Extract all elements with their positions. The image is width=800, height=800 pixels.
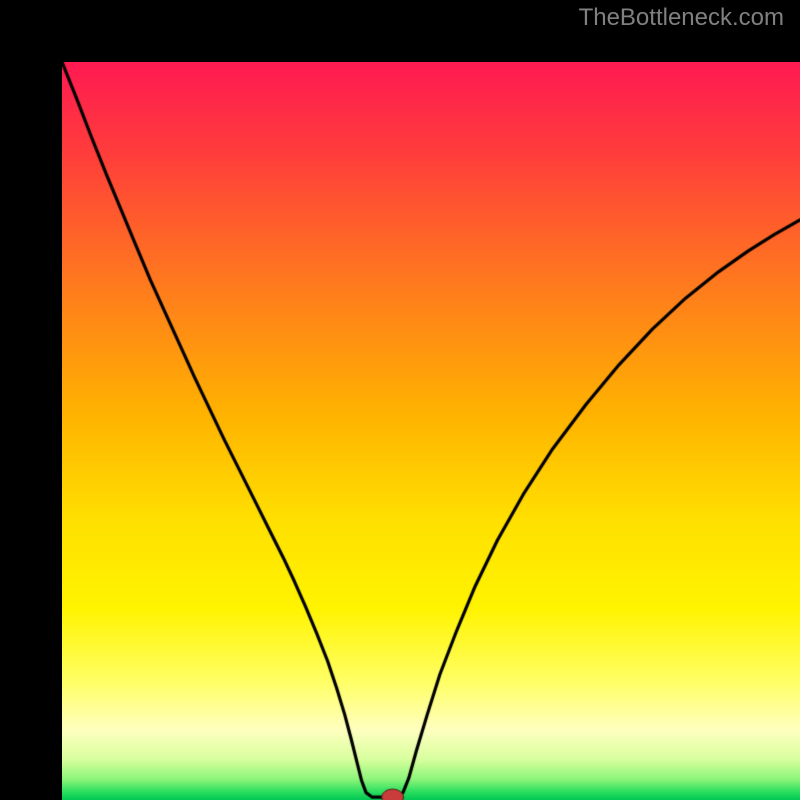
chart-root: { "canvas": { "width": 800, "height": 80… bbox=[0, 0, 800, 800]
watermark-text: TheBottleneck.com bbox=[579, 4, 784, 32]
chart-frame bbox=[0, 0, 800, 800]
gradient-plot-canvas bbox=[62, 62, 800, 800]
